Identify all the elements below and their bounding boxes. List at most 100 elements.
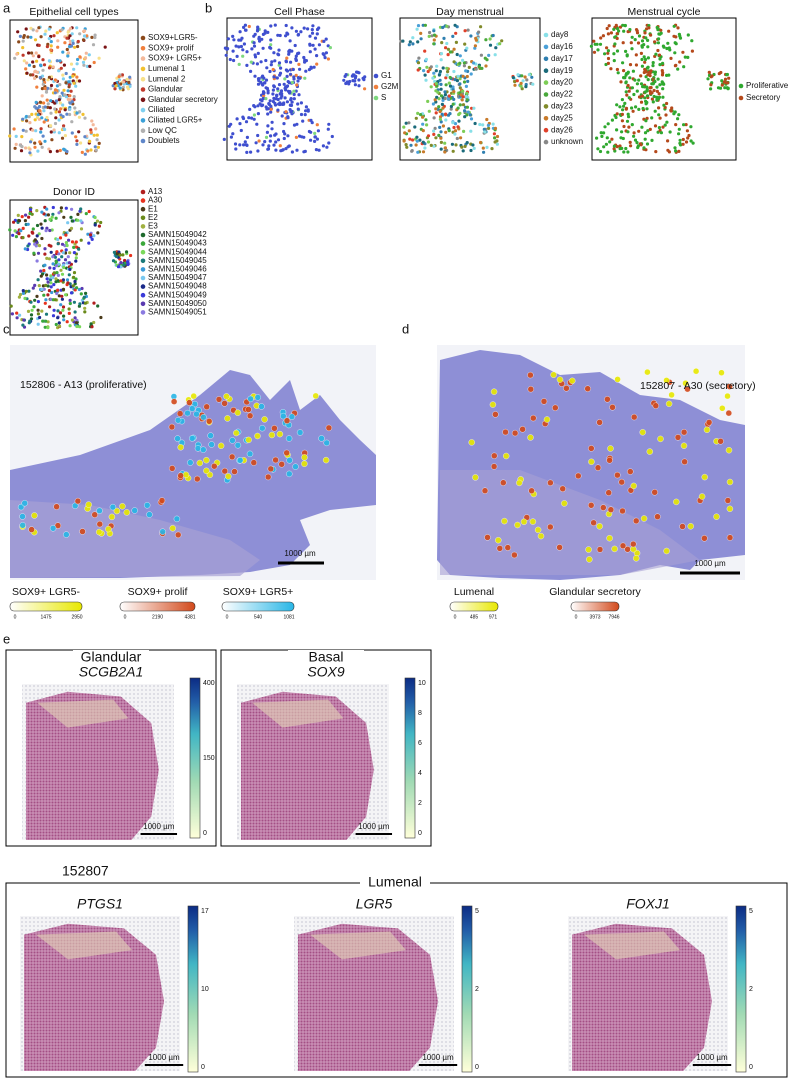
umap-point xyxy=(60,136,65,140)
umap-point xyxy=(48,228,52,233)
spot xyxy=(28,526,35,533)
legend-label: unknown xyxy=(551,137,583,146)
umap-point xyxy=(495,139,499,143)
umap-point xyxy=(59,107,63,111)
umap-point xyxy=(432,116,436,120)
umap-point xyxy=(292,75,296,79)
umap-point xyxy=(516,73,520,77)
umap-point xyxy=(609,67,613,71)
spot xyxy=(301,454,308,461)
umap-point xyxy=(74,277,78,281)
umap-point xyxy=(303,76,307,80)
umap-point xyxy=(615,103,619,107)
umap-point xyxy=(42,63,47,67)
legend-label: SAMN15049047 xyxy=(148,273,207,282)
spot xyxy=(91,511,98,518)
umap-point xyxy=(255,29,260,33)
legend-label: E2 xyxy=(148,213,158,222)
umap-point xyxy=(302,135,306,139)
umap-point xyxy=(256,82,261,86)
umap-point xyxy=(266,30,270,34)
group-label: Lumenal xyxy=(368,874,422,890)
umap-point xyxy=(67,83,71,87)
umap-point xyxy=(26,35,30,39)
colorbar-label: Glandular secretory xyxy=(549,586,641,598)
umap-point xyxy=(353,76,357,80)
umap-point xyxy=(232,58,236,63)
legend-swatch xyxy=(543,127,549,133)
umap-point xyxy=(42,268,46,273)
umap-point xyxy=(672,24,676,28)
legend-swatch xyxy=(140,284,146,289)
umap-point xyxy=(317,43,321,47)
spot xyxy=(563,385,570,392)
umap-point xyxy=(35,115,40,120)
umap-point xyxy=(682,123,686,127)
colorbar xyxy=(461,905,473,1073)
umap-point xyxy=(348,79,352,84)
tissue-section xyxy=(24,923,164,1071)
umap-point xyxy=(635,141,639,145)
umap-point xyxy=(231,49,235,53)
spot xyxy=(146,511,153,518)
umap-point xyxy=(280,114,284,118)
umap-point xyxy=(632,134,636,138)
umap-point xyxy=(41,68,45,72)
umap-point xyxy=(663,123,667,127)
umap-point xyxy=(416,150,420,154)
spot xyxy=(168,465,176,472)
umap-point xyxy=(46,78,50,82)
umap-point xyxy=(67,307,71,311)
umap-point xyxy=(434,107,438,111)
umap-point xyxy=(96,304,100,308)
umap-point xyxy=(71,74,75,78)
spot xyxy=(259,425,266,432)
umap-point xyxy=(289,110,293,114)
umap-point xyxy=(488,43,493,47)
umap-point xyxy=(73,106,77,110)
umap-point xyxy=(650,97,655,101)
umap-point xyxy=(65,112,69,116)
spot xyxy=(663,377,670,384)
umap-point xyxy=(73,310,77,314)
umap-point xyxy=(57,252,61,256)
umap-point xyxy=(344,73,348,77)
umap-point xyxy=(661,81,665,85)
umap-point xyxy=(645,142,650,146)
umap-point xyxy=(54,110,58,114)
umap-point xyxy=(95,219,100,223)
umap-point xyxy=(53,255,58,259)
umap-point xyxy=(90,237,94,241)
umap-point xyxy=(511,76,515,80)
umap-point xyxy=(38,315,42,320)
umap-point xyxy=(665,120,669,124)
spot xyxy=(322,456,330,464)
umap-point xyxy=(121,80,126,84)
umap-point xyxy=(665,46,669,51)
umap-point xyxy=(642,55,646,59)
umap-point xyxy=(78,302,82,306)
umap-point xyxy=(84,51,88,55)
umap-point xyxy=(641,106,645,111)
umap-point xyxy=(46,320,50,324)
umap-point xyxy=(296,107,300,111)
umap-point xyxy=(615,31,619,36)
umap-point xyxy=(467,65,471,69)
umap-point xyxy=(74,135,78,139)
umap-point xyxy=(28,208,33,212)
umap-point xyxy=(645,94,650,98)
umap-point xyxy=(79,219,83,223)
spot xyxy=(559,485,566,492)
spot xyxy=(698,493,706,500)
umap-point xyxy=(116,265,121,269)
umap-point xyxy=(42,101,46,105)
umap-point xyxy=(719,70,723,75)
umap-point xyxy=(616,71,620,75)
umap-point xyxy=(458,82,462,86)
umap-point xyxy=(689,125,693,129)
umap-point xyxy=(628,63,633,67)
umap-point xyxy=(407,121,411,125)
umap-point xyxy=(26,222,30,226)
umap-point xyxy=(76,218,80,222)
umap-point xyxy=(627,115,631,119)
